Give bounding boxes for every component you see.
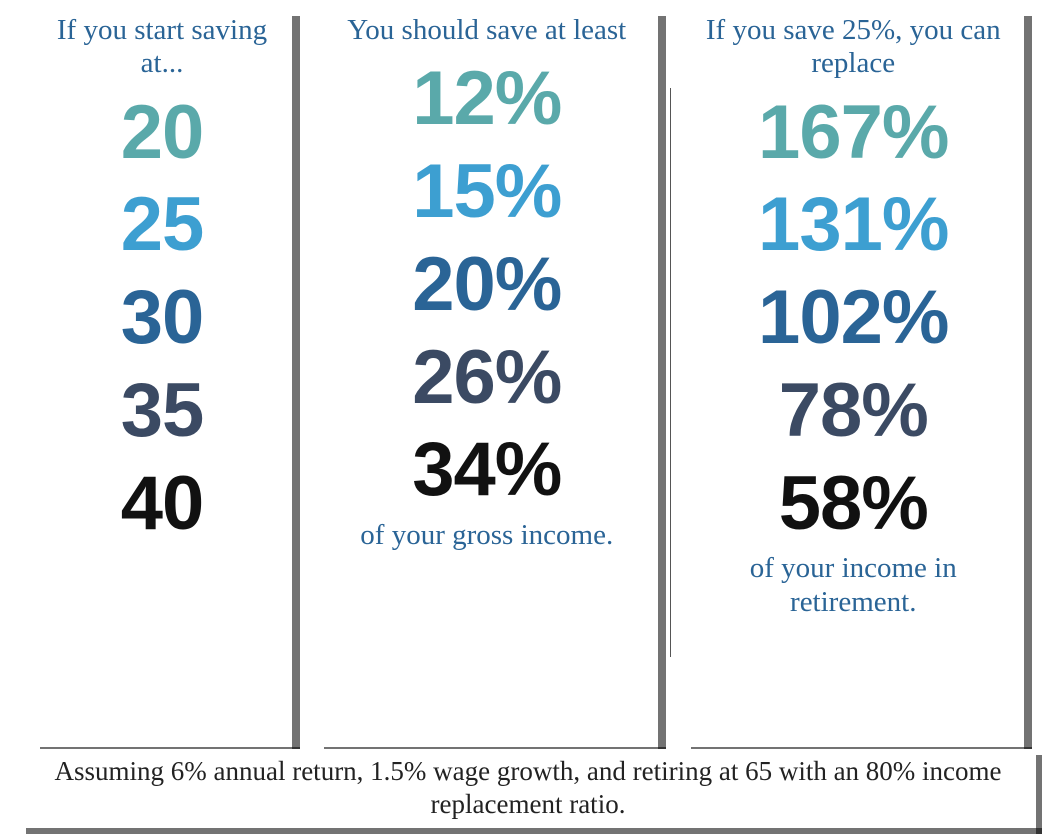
value-row: 25 (121, 179, 204, 272)
column-start-age: If you start saving at... 20 25 30 35 40 (32, 8, 292, 747)
assumption-note: Assuming 6% annual return, 1.5% wage gro… (20, 749, 1036, 828)
assumption-wrap: Assuming 6% annual return, 1.5% wage gro… (20, 749, 1036, 828)
column-footer: of your income in retirement. (683, 550, 1025, 623)
value-row: 78% (779, 365, 928, 458)
value-row: 58% (779, 458, 928, 551)
value-row: 131% (758, 179, 948, 272)
column-header: You should save at least (333, 8, 640, 53)
column-header: If you start saving at... (32, 8, 292, 87)
value-row: 12% (412, 53, 561, 146)
value-row: 20 (121, 87, 204, 180)
value-row: 34% (412, 424, 561, 517)
savings-infographic: If you start saving at... 20 25 30 35 40… (0, 0, 1056, 828)
value-row: 26% (412, 332, 561, 425)
column-save-pct: You should save at least 12% 15% 20% 26%… (316, 8, 658, 747)
values-list: 167% 131% 102% 78% 58% (683, 87, 1025, 551)
value-row: 102% (758, 272, 948, 365)
value-row: 40 (121, 458, 204, 551)
column-replace-pct: If you save 25%, you can replace 167% 13… (683, 8, 1025, 747)
value-row: 35 (121, 365, 204, 458)
value-row: 167% (758, 87, 948, 180)
column-divider (670, 88, 671, 657)
value-row: 15% (412, 146, 561, 239)
value-row: 20% (412, 239, 561, 332)
value-row: 30 (121, 272, 204, 365)
column-header: If you save 25%, you can replace (683, 8, 1025, 87)
values-list: 12% 15% 20% 26% 34% (316, 53, 658, 517)
column-footer: of your gross income. (346, 517, 627, 556)
columns-row: If you start saving at... 20 25 30 35 40… (20, 8, 1036, 747)
values-list: 20 25 30 35 40 (32, 87, 292, 551)
